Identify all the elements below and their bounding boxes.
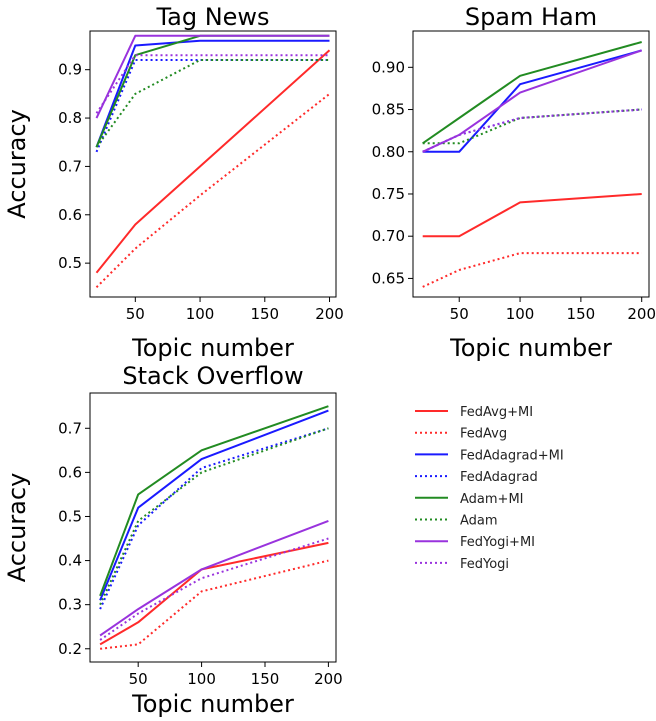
plot-frame (412, 30, 650, 298)
y-tick-label: 0.4 (58, 552, 82, 570)
x-tick-label: 200 (314, 670, 343, 688)
x-tick-label: 100 (506, 305, 535, 323)
y-tick-label: 0.5 (58, 507, 82, 525)
y-axis-label: Accuracy (3, 109, 31, 219)
series-line-adam-plus-mi (95, 34, 330, 148)
series-line-adam (99, 427, 329, 606)
x-tick-label: 200 (315, 305, 344, 323)
legend: FedAvg+MI FedAvg FedAdagrad+MI FedAdagrad Ad… (415, 405, 564, 572)
y-tick-label: 0.8 (58, 109, 82, 127)
x-axis-label: Topic number (131, 334, 294, 362)
x-tick-label: 50 (129, 670, 148, 688)
legend-label: FedYogi (460, 557, 509, 572)
y-tick-label: 0.7 (58, 157, 82, 175)
chart-tag-news: Tag News 50 100 150 200 0.5 0.6 0.7 0.8 0.9 Topic … (3, 3, 344, 362)
plot-frame (89, 30, 337, 298)
x-tick-label: 100 (187, 670, 216, 688)
legend-entry: Adam+MI (415, 492, 524, 507)
series-line-fedavg-plus-mi (95, 49, 331, 274)
y-tick-label: 0.70 (372, 227, 405, 245)
chart-title: Spam Ham (465, 3, 597, 31)
legend-label: Adam+MI (460, 492, 524, 507)
series-line-fedyogi (99, 537, 329, 641)
plot-frame (89, 392, 337, 663)
y-tick-label: 0.6 (58, 206, 82, 224)
legend-label: FedAvg (460, 427, 507, 442)
series-line-fedadagrad (422, 108, 642, 153)
series-line-fedavg-plus-mi (99, 541, 329, 646)
series-line-adam-plus-mi (422, 41, 642, 145)
y-tick-label: 0.80 (372, 143, 405, 161)
chart-title: Tag News (155, 3, 269, 31)
series-line-fedyogi (422, 108, 642, 153)
legend-label: FedAdagrad (460, 470, 538, 485)
legend-entry: FedAvg+MI (415, 405, 533, 420)
x-axis-label: Topic number (131, 690, 294, 718)
y-tick-label: 0.90 (372, 58, 405, 76)
series-line-fedadagrad (99, 427, 329, 610)
y-tick-label: 0.3 (58, 596, 82, 614)
legend-entry: FedAvg (415, 427, 507, 442)
legend-entry: FedAdagrad+MI (415, 448, 564, 463)
y-tick-label: 0.5 (58, 254, 82, 272)
x-tick-label: 100 (186, 305, 215, 323)
series-line-fedadagrad (95, 59, 330, 153)
legend-label: FedAvg+MI (460, 405, 533, 420)
series-line-adam (422, 108, 642, 145)
x-tick-label: 200 (627, 305, 656, 323)
chart-stack-overflow: Stack Overflow 50 100 150 200 0.2 0.3 0.4 0.5 0.6… (3, 362, 343, 718)
series-line-fedavg-plus-mi (422, 193, 642, 238)
series-line-fedavg (99, 559, 329, 650)
legend-entry: FedYogi (415, 557, 509, 572)
series-line-fedyogi-plus-mi (95, 34, 330, 119)
legend-label: Adam (460, 514, 498, 529)
series-line-adam-plus-mi (99, 405, 329, 597)
y-tick-label: 0.75 (372, 185, 405, 203)
series-group (95, 34, 331, 289)
legend-entry: FedAdagrad (415, 470, 538, 485)
x-tick-label: 150 (250, 305, 279, 323)
series-line-fedadagrad-plus-mi (422, 49, 642, 153)
y-tick-label: 0.7 (58, 419, 82, 437)
y-tick-label: 0.9 (58, 61, 82, 79)
x-tick-label: 50 (126, 305, 145, 323)
chart-title: Stack Overflow (122, 362, 303, 390)
legend-label: FedAdagrad+MI (460, 448, 564, 463)
legend-label: FedYogi+MI (460, 535, 535, 550)
x-axis-label: Topic number (449, 334, 612, 362)
x-tick-label: 150 (567, 305, 596, 323)
x-tick-label: 50 (450, 305, 469, 323)
series-group (422, 41, 643, 288)
series-line-fedavg (95, 93, 331, 289)
y-tick-label: 0.65 (372, 269, 405, 287)
x-tick-label: 150 (251, 670, 280, 688)
series-line-adam (95, 59, 330, 148)
series-line-fedavg (422, 252, 642, 288)
legend-entry: Adam (415, 514, 498, 529)
series-line-fedadagrad-plus-mi (95, 39, 330, 148)
series-line-fedyogi-plus-mi (99, 519, 329, 637)
y-tick-label: 0.2 (58, 640, 82, 658)
y-tick-label: 0.6 (58, 463, 82, 481)
y-axis-label: Accuracy (3, 473, 31, 583)
chart-spam-ham: Spam Ham 50 100 150 200 0.65 0.70 0.75 0.80 0.85 0… (372, 3, 656, 362)
y-tick-label: 0.85 (372, 101, 405, 119)
series-line-fedadagrad-plus-mi (99, 409, 329, 601)
legend-entry: FedYogi+MI (415, 535, 535, 550)
series-group (99, 405, 329, 650)
